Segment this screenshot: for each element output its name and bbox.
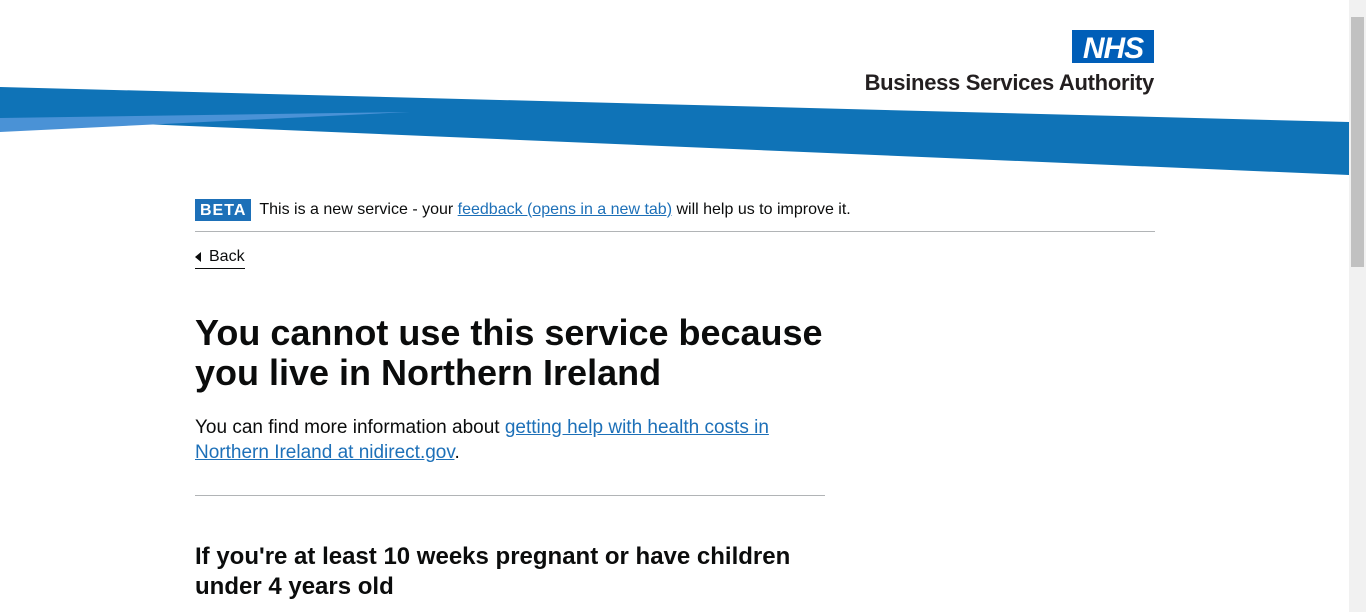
phase-banner-text: This is a new service - your feedback (o… <box>259 201 850 219</box>
phase-text-after: will help us to improve it. <box>672 200 851 218</box>
header-swoosh-graphic <box>0 87 1349 175</box>
phase-banner: BETA This is a new service - your feedba… <box>195 198 1155 232</box>
org-name: Business Services Authority <box>864 70 1155 95</box>
page-container: BETA This is a new service - your feedba… <box>195 198 1155 602</box>
nhs-logo: NHS <box>1072 30 1154 65</box>
scrollbar-thumb[interactable] <box>1351 17 1364 267</box>
section-divider <box>195 495 825 496</box>
scrollbar[interactable] <box>1349 0 1366 612</box>
phase-text-before: This is a new service - your <box>259 200 458 218</box>
nidirect-link[interactable]: getting help with health costs in Northe… <box>195 417 769 463</box>
main-content: You cannot use this service because you … <box>195 313 825 602</box>
back-link[interactable]: Back <box>195 246 245 269</box>
site-header: NHS Business Services Authority <box>0 0 1349 180</box>
info-text-after: . <box>454 442 460 463</box>
info-text-before: You can find more information about <box>195 417 505 438</box>
chevron-left-icon <box>195 252 201 262</box>
nhsbsa-logo[interactable]: NHS Business Services Authority <box>852 30 1154 100</box>
back-link-label: Back <box>209 248 245 265</box>
info-paragraph: You can find more information about gett… <box>195 415 825 465</box>
section-heading: If you're at least 10 weeks pregnant or … <box>195 543 791 600</box>
page-title: You cannot use this service because you … <box>195 312 823 393</box>
beta-tag: BETA <box>195 198 252 221</box>
feedback-link[interactable]: feedback (opens in a new tab) <box>457 200 673 218</box>
